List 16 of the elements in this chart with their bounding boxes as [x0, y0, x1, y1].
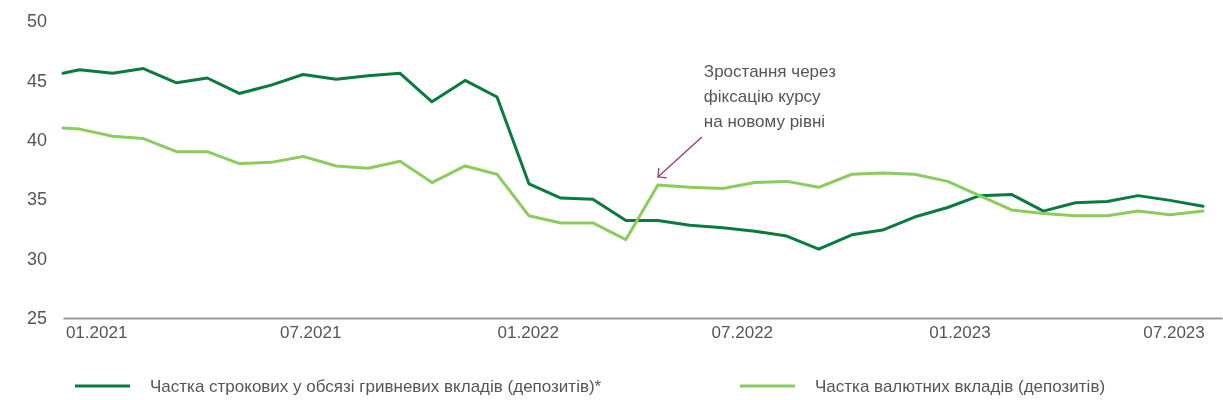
x-tick-label: 01.2021 [65, 323, 128, 343]
x-tick-label: 07.2021 [279, 323, 342, 343]
x-tick-label: 01.2023 [929, 323, 991, 343]
legend-label: Частка валютних вкладів (депозитів) [815, 377, 1106, 396]
x-tick-label: 07.2023 [1143, 323, 1205, 343]
y-tick-label: 30 [26, 248, 47, 269]
y-tick-label: 25 [26, 308, 47, 329]
x-tick-label: 01.2022 [497, 323, 560, 343]
y-tick-label: 50 [26, 11, 47, 32]
y-tick-label: 40 [26, 130, 47, 151]
line-series [61, 67, 1205, 251]
y-tick-label: 45 [26, 70, 47, 91]
annotation: Зростання через фіксацію курсу на новому рівні [703, 61, 837, 131]
legend-label: Частка строкових у обсязі гривневих вкладів (депозитів)* [150, 377, 602, 396]
x-tick-label: 07.2022 [711, 323, 774, 343]
y-tick-label: 35 [26, 189, 47, 210]
